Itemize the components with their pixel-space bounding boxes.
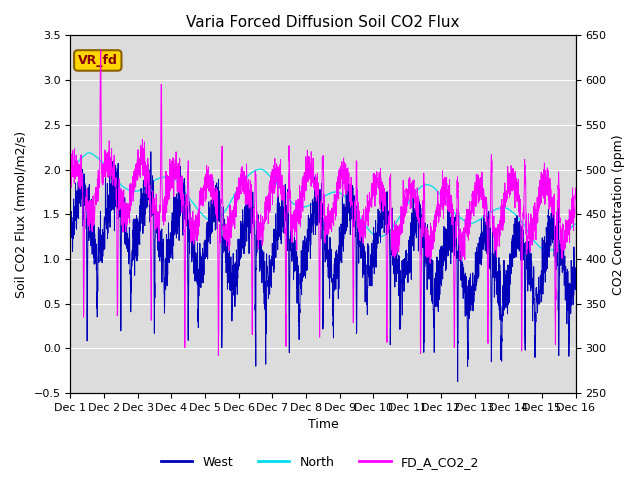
Title: Varia Forced Diffusion Soil CO2 Flux: Varia Forced Diffusion Soil CO2 Flux: [186, 15, 460, 30]
Y-axis label: Soil CO2 Flux (mmol/m2/s): Soil CO2 Flux (mmol/m2/s): [15, 131, 28, 298]
X-axis label: Time: Time: [308, 419, 339, 432]
Y-axis label: CO2 Concentration (ppm): CO2 Concentration (ppm): [612, 134, 625, 295]
Text: VR_fd: VR_fd: [78, 54, 118, 67]
Legend: West, North, FD_A_CO2_2: West, North, FD_A_CO2_2: [156, 451, 484, 474]
